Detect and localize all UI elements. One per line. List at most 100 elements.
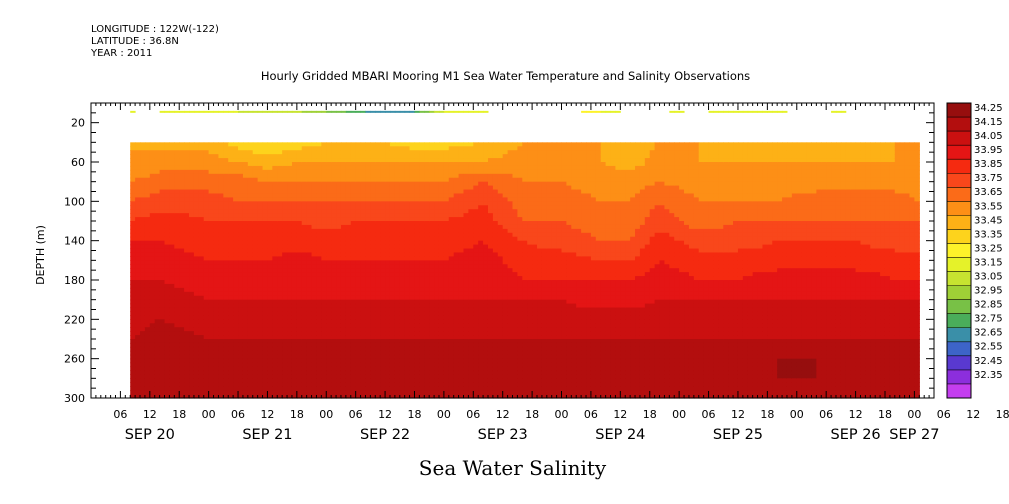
salinity-cell bbox=[193, 362, 200, 368]
salinity-cell bbox=[316, 177, 322, 183]
salinity-cell bbox=[424, 342, 430, 348]
salinity-cell bbox=[159, 150, 166, 155]
salinity-cell bbox=[389, 276, 396, 281]
salinity-cell bbox=[296, 240, 303, 246]
salinity-cell bbox=[198, 142, 205, 147]
salinity-cell bbox=[492, 283, 499, 289]
salinity-cell bbox=[272, 287, 278, 293]
salinity-cell bbox=[443, 173, 450, 179]
salinity-cell bbox=[336, 213, 342, 218]
salinity-cell bbox=[311, 307, 318, 313]
salinity-cell bbox=[291, 221, 298, 226]
salinity-cell bbox=[242, 189, 249, 195]
salinity-cell bbox=[419, 339, 425, 344]
salinity-cell bbox=[448, 154, 455, 159]
salinity-cell bbox=[306, 386, 313, 391]
salinity-cell bbox=[238, 276, 244, 281]
salinity-cell bbox=[321, 169, 327, 175]
salinity-cell bbox=[399, 146, 406, 151]
salinity-cell bbox=[213, 272, 220, 277]
salinity-cell bbox=[242, 154, 249, 159]
salinity-cell bbox=[135, 173, 141, 179]
salinity-cell bbox=[448, 142, 455, 147]
salinity-cell bbox=[223, 165, 229, 171]
salinity-cell bbox=[409, 146, 416, 151]
salinity-cell bbox=[350, 228, 357, 234]
salinity-cell bbox=[458, 236, 465, 242]
salinity-cell bbox=[282, 228, 288, 234]
salinity-cell bbox=[306, 197, 313, 202]
salinity-cell bbox=[233, 244, 239, 250]
salinity-cell bbox=[424, 319, 430, 324]
salinity-cell bbox=[233, 209, 239, 214]
salinity-cell bbox=[140, 185, 146, 191]
salinity-cell bbox=[238, 382, 244, 387]
salinity-cell bbox=[483, 335, 489, 340]
salinity-cell bbox=[424, 217, 430, 222]
salinity-cell bbox=[321, 146, 327, 151]
salinity-cell bbox=[438, 342, 445, 348]
salinity-cell bbox=[164, 358, 171, 364]
salinity-cell bbox=[213, 201, 220, 206]
salinity-cell bbox=[149, 154, 156, 159]
salinity-cell bbox=[487, 299, 494, 305]
salinity-cell bbox=[497, 291, 504, 297]
salinity-cell bbox=[438, 327, 445, 332]
salinity-cell bbox=[429, 366, 435, 372]
salinity-cell bbox=[140, 374, 146, 379]
salinity-cell bbox=[438, 177, 445, 183]
salinity-cell bbox=[438, 268, 445, 273]
salinity-cell bbox=[458, 315, 465, 320]
salinity-cell bbox=[149, 331, 156, 336]
salinity-cell bbox=[282, 390, 288, 395]
salinity-cell bbox=[424, 295, 430, 301]
salinity-cell bbox=[350, 252, 357, 257]
salinity-cell bbox=[375, 189, 381, 195]
salinity-cell bbox=[164, 382, 171, 387]
salinity-cell bbox=[154, 240, 161, 246]
salinity-cell bbox=[262, 394, 269, 399]
salinity-cell bbox=[478, 268, 484, 273]
salinity-cell bbox=[340, 291, 347, 297]
salinity-cell bbox=[218, 299, 224, 305]
salinity-cell bbox=[203, 358, 210, 364]
salinity-cell bbox=[154, 217, 161, 222]
salinity-cell bbox=[291, 232, 298, 238]
salinity-cell bbox=[385, 252, 391, 257]
salinity-cell bbox=[213, 177, 220, 183]
salinity-cell bbox=[247, 162, 254, 167]
salinity-cell bbox=[130, 248, 136, 254]
salinity-cell bbox=[306, 248, 313, 254]
salinity-cell bbox=[208, 205, 215, 210]
salinity-cell bbox=[360, 224, 367, 230]
salinity-cell bbox=[350, 236, 357, 242]
salinity-cell bbox=[389, 240, 396, 246]
salinity-cell bbox=[164, 354, 171, 360]
salinity-cell bbox=[149, 319, 156, 324]
salinity-cell bbox=[502, 228, 509, 234]
salinity-cell bbox=[282, 146, 288, 151]
salinity-cell bbox=[198, 374, 205, 379]
salinity-cell bbox=[370, 158, 376, 163]
salinity-cell bbox=[414, 146, 420, 151]
salinity-cell bbox=[262, 154, 269, 159]
salinity-cell bbox=[267, 280, 273, 285]
salinity-cell bbox=[321, 307, 327, 313]
salinity-cell bbox=[404, 165, 411, 171]
salinity-cell bbox=[169, 331, 175, 336]
salinity-cell bbox=[321, 213, 327, 218]
salinity-cell bbox=[414, 374, 420, 379]
salinity-cell bbox=[311, 386, 318, 391]
salinity-cell bbox=[443, 354, 450, 360]
salinity-cell bbox=[394, 205, 401, 210]
salinity-cell bbox=[144, 374, 151, 379]
salinity-cell bbox=[478, 201, 484, 206]
salinity-cell bbox=[193, 221, 200, 226]
salinity-cell bbox=[380, 295, 386, 301]
salinity-cell bbox=[311, 236, 318, 242]
salinity-cell bbox=[277, 307, 283, 313]
salinity-cell bbox=[434, 264, 440, 269]
salinity-cell bbox=[179, 299, 185, 305]
salinity-cell bbox=[380, 181, 386, 187]
salinity-cell bbox=[370, 209, 376, 214]
